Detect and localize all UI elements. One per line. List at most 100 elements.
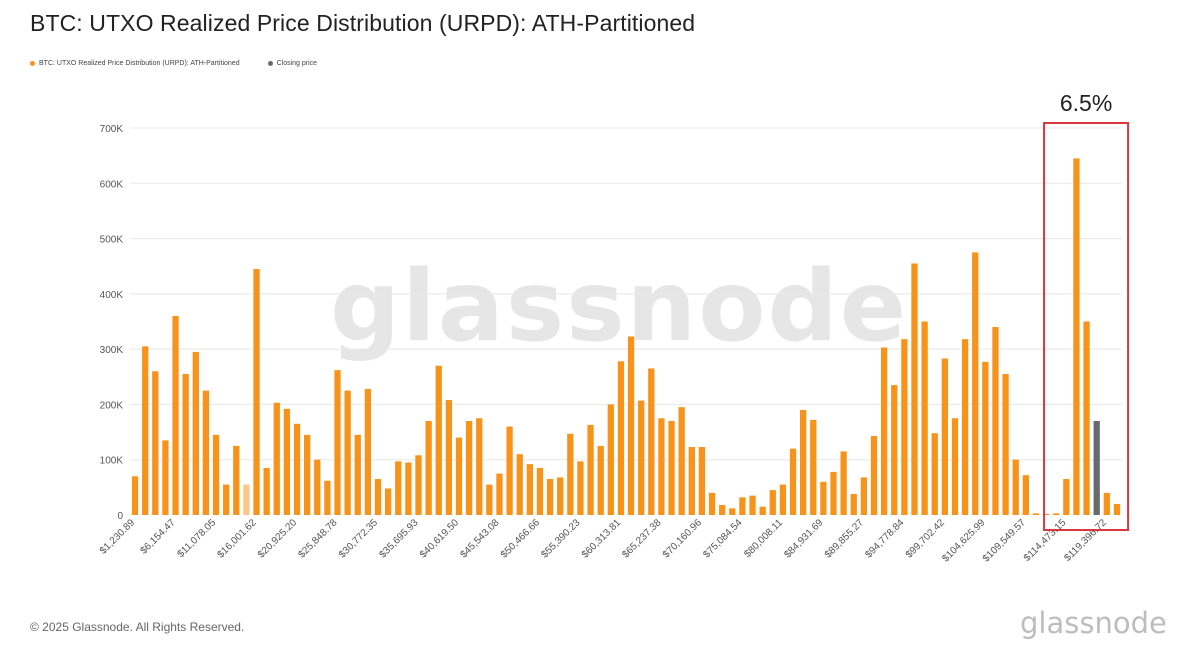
- data-bar: [1073, 158, 1080, 515]
- data-bar: [789, 448, 797, 515]
- data-bar: [607, 404, 614, 515]
- x-tick-label: $70,160.96: [661, 517, 704, 560]
- data-bar: [476, 418, 483, 515]
- data-bar: [1083, 321, 1090, 515]
- highlight-box: [1043, 122, 1130, 531]
- data-bar: [769, 490, 776, 515]
- y-tick-label: 700K: [100, 124, 124, 135]
- data-bar: [243, 484, 250, 515]
- data-bar: [941, 358, 948, 515]
- data-bar: [344, 390, 351, 515]
- legend-item-closing[interactable]: Closing price: [267, 60, 317, 67]
- data-bar: [911, 263, 918, 515]
- data-bar: [192, 351, 199, 515]
- data-bar: [982, 361, 989, 515]
- x-tick-label: $119,396.72: [1062, 517, 1109, 564]
- data-bar: [648, 368, 655, 515]
- x-tick-label: $84,931.69: [782, 517, 825, 560]
- x-tick-label: $25,848.78: [296, 517, 339, 560]
- data-bar: [860, 477, 868, 515]
- data-bar: [972, 252, 979, 515]
- data-bar: [364, 388, 372, 515]
- legend-item-urpd[interactable]: BTC: UTXO Realized Price Distribution (U…: [30, 60, 240, 67]
- data-bar: [820, 481, 827, 515]
- legend-swatch-urpd: [30, 61, 35, 66]
- data-bar: [314, 459, 321, 515]
- data-bar: [172, 315, 179, 515]
- data-bar: [1063, 479, 1070, 515]
- highlight-annotation: 6.5%: [1060, 90, 1112, 116]
- data-bar: [1032, 513, 1040, 515]
- legend-swatch-closing: [267, 61, 273, 66]
- chart-title: BTC: UTXO Realized Price Distribution (U…: [30, 10, 696, 36]
- y-tick-label: 500K: [100, 235, 124, 246]
- x-tick-label: $65,237.38: [620, 517, 663, 560]
- data-bar: [567, 433, 574, 515]
- x-tick-label: $80,008.11: [742, 517, 785, 560]
- data-bar: [1113, 503, 1121, 515]
- data-bar: [435, 365, 442, 515]
- y-tick-label: 300K: [100, 345, 124, 356]
- data-bar: [719, 505, 726, 515]
- data-bar: [1053, 513, 1060, 515]
- data-bar: [739, 497, 746, 515]
- data-bar: [870, 435, 878, 515]
- data-bar: [759, 506, 766, 515]
- data-bar: [334, 370, 341, 515]
- data-bar: [293, 423, 301, 515]
- y-tick-label: 100K: [100, 456, 124, 467]
- data-bar: [162, 440, 169, 515]
- data-bar: [891, 385, 898, 515]
- data-bar: [708, 492, 716, 515]
- closing-price-bar: [1093, 421, 1100, 515]
- data-bar: [536, 468, 544, 515]
- data-bar: [506, 426, 513, 515]
- x-tick-label: $45,543.08: [458, 517, 501, 560]
- data-bar: [233, 445, 240, 515]
- data-bar: [1012, 459, 1019, 515]
- data-bar: [638, 400, 645, 515]
- x-tick-label: $94,778.84: [863, 517, 906, 560]
- data-bar: [840, 451, 847, 515]
- data-bar: [152, 371, 159, 515]
- data-bar: [496, 473, 503, 515]
- data-bar: [425, 421, 432, 515]
- data-bar: [395, 461, 402, 515]
- data-bar: [617, 361, 625, 515]
- x-tick-label: $109,549.57: [981, 517, 1028, 564]
- data-bar: [779, 484, 787, 515]
- data-bar: [455, 437, 463, 515]
- x-tick-label: $16,001.62: [215, 517, 258, 560]
- x-tick-label: $99,702.42: [904, 517, 947, 560]
- data-bar: [324, 480, 331, 515]
- x-tick-label: $1,230.89: [98, 517, 138, 557]
- data-bar: [597, 445, 604, 515]
- y-tick-label: 0: [117, 511, 123, 522]
- data-bar: [951, 418, 959, 515]
- data-bar: [830, 471, 837, 515]
- data-bar: [526, 464, 533, 515]
- data-bar: [678, 407, 685, 515]
- chart-legend: BTC: UTXO Realized Price Distribution (U…: [30, 60, 317, 67]
- data-bar: [202, 390, 210, 515]
- y-tick-label: 400K: [100, 290, 124, 301]
- data-bar: [415, 455, 422, 515]
- data-bar: [688, 447, 695, 515]
- data-bar: [384, 488, 392, 515]
- data-bar: [142, 346, 149, 515]
- data-bar: [557, 477, 564, 515]
- data-bar: [374, 479, 382, 515]
- brand-logo-corner: glassnode: [1020, 606, 1167, 640]
- data-bar: [931, 433, 938, 515]
- data-bar: [1002, 374, 1009, 515]
- data-bar: [465, 421, 473, 515]
- data-bar: [800, 409, 807, 515]
- data-bar: [901, 339, 908, 515]
- data-bar: [587, 424, 594, 515]
- data-bar: [516, 454, 523, 515]
- x-tick-label: $6,154.47: [138, 517, 178, 557]
- data-bar: [921, 321, 928, 515]
- x-tick-label: $55,390.23: [539, 517, 582, 560]
- data-bar: [405, 462, 412, 515]
